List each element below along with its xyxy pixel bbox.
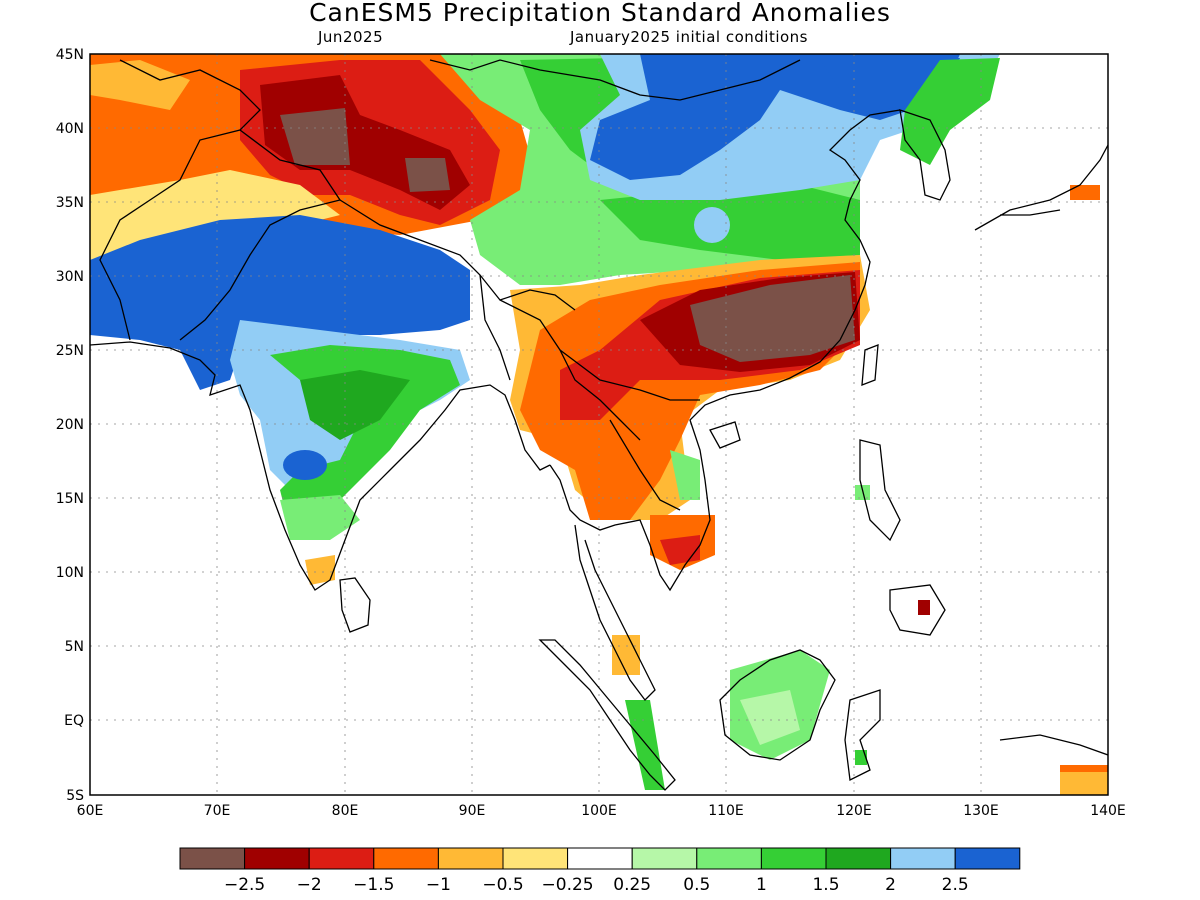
colorbar-label: −0.25 [542,875,594,895]
colorbar-swatch [890,847,956,870]
coast-newguinea [999,734,1108,756]
anomaly-field [90,54,1108,795]
lon-label: 90E [459,803,486,819]
region-borneo-lightgreen [740,690,800,745]
colorbar-label: −2.5 [224,875,265,895]
coastlines [90,59,1108,791]
colorbar-label: 0.5 [683,875,710,895]
lat-label: 25N [56,343,84,359]
region-tibet-brown-2 [405,158,450,192]
region-india-tip-orange [305,555,335,585]
region-south-china-brown [690,275,855,362]
region-north-lightblue-spot [694,207,730,243]
coast-sulawesi [844,689,881,781]
coast-taiwan [861,344,879,386]
colorbar-swatch [308,847,375,870]
lat-label: 40N [56,121,84,137]
lat-axis: 45N 40N 35N 30N 25N 20N 15N 10N 5N EQ 5S [56,47,84,804]
region-nw-lightorange [90,60,190,110]
coast-luzon [859,439,901,542]
initial-conditions: January2025 initial conditions [570,28,808,46]
colorbar-label: 0.25 [613,875,651,895]
region-sumatra-green [625,700,665,790]
lat-label: 45N [56,47,84,63]
region-central-darkgreen-2 [600,185,860,260]
region-india-south-green [280,495,360,540]
lon-label: 80E [332,803,359,819]
colorbar-label: 1.5 [812,875,839,895]
colorbar-label: −1.5 [353,875,394,895]
region-philippine-red [918,600,930,615]
border-1 [99,59,261,341]
lon-axis: 60E 70E 80E 90E 100E 110E 120E 130E 140E [77,803,1126,819]
colorbar-swatch [373,847,439,870]
lat-label: EQ [64,713,84,729]
colorbar-swatch [696,847,762,870]
colorbar-label: −0.5 [482,875,523,895]
colorbar-label: 2 [885,875,896,895]
lat-label: 30N [56,269,84,285]
region-india-blue [90,215,470,390]
region-tibet-brown-1 [280,108,350,165]
colorbar-swatch [760,847,827,870]
lat-label: 5N [65,639,84,655]
region-ne-green [900,58,1000,165]
colorbar-swatch [631,847,698,870]
colorbar-label: 1 [756,875,767,895]
region-india-green [270,345,460,530]
coast-sumatra [538,639,676,791]
region-india-blue-spot [283,450,327,480]
border-5 [429,59,801,101]
lat-label: 35N [56,195,84,211]
colorbar-swatch [825,847,892,870]
forecast-month: Jun2025 [318,28,384,46]
coast-india [90,341,551,591]
coast-malay [574,524,656,701]
region-japan-orange [1070,185,1100,200]
colorbar-swatch [567,847,633,870]
lon-label: 130E [963,803,999,819]
border-4 [479,274,641,441]
coast-mindanao [889,584,946,636]
lat-label: 20N [56,417,84,433]
region-india-darkgreen [300,370,410,440]
lon-label: 60E [77,803,104,819]
colorbar: −2.5 −2 −1.5 −1 −0.5 −0.25 0.25 0.5 1 1.5 2 2.5 [179,847,1021,895]
lat-label: 5S [66,788,84,804]
lon-label: 120E [836,803,872,819]
colorbar-label: −2 [297,875,322,895]
border-6 [559,349,700,511]
colorbar-label: −1 [426,875,451,895]
colorbar-swatch [244,847,310,870]
lon-label: 140E [1090,803,1126,819]
gridlines [90,54,1108,795]
colorbar-label: 2.5 [942,875,969,895]
lat-label: 10N [56,565,84,581]
coast-borneo [719,649,836,761]
colorbar-swatch [502,847,569,870]
colorbar-swatch [179,847,246,870]
region-vietnam-green [670,450,700,500]
coast-srilanka [339,577,371,633]
coast-hainan [709,421,741,449]
lon-label: 70E [204,803,231,819]
region-newguinea-yellow [1060,772,1108,795]
border-2 [179,129,342,341]
colorbar-swatch [954,847,1021,870]
coast-seasia [549,109,901,592]
coast-korea [899,109,951,201]
lat-label: 15N [56,491,84,507]
lon-label: 110E [708,803,744,819]
region-malaysia-yellow [612,635,640,675]
chart-title: CanESM5 Precipitation Standard Anomalies [309,0,891,27]
colorbar-swatch [437,847,504,870]
plot-frame [89,53,1109,796]
lon-label: 100E [581,803,617,819]
coast-japan [974,144,1108,231]
